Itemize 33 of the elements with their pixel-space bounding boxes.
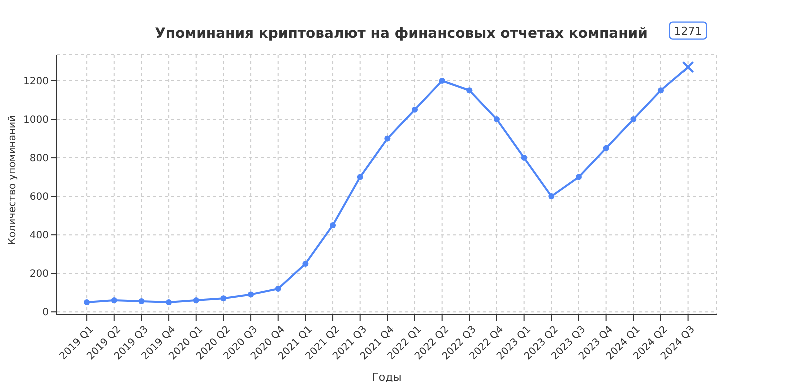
- point: [193, 298, 200, 304]
- point: [466, 88, 473, 94]
- point: [494, 116, 500, 123]
- point: [220, 296, 227, 302]
- point: [138, 298, 145, 305]
- point: [302, 260, 309, 267]
- point: [357, 174, 364, 180]
- point: [439, 78, 446, 84]
- y-tick-label: 1200: [24, 76, 49, 88]
- point: [630, 116, 637, 123]
- y-tick-label: 600: [30, 192, 49, 204]
- point: [111, 298, 118, 304]
- point: [384, 136, 391, 142]
- y-tick-label: 400: [30, 230, 49, 242]
- y-tick-label: 0: [42, 308, 49, 319]
- point: [521, 155, 528, 162]
- point: [548, 194, 555, 200]
- chart-title: Упоминания криптовалют на финансовых отчетах компаний: [155, 26, 648, 42]
- y-tick-label: 800: [30, 154, 49, 165]
- point: [658, 88, 664, 94]
- point: [330, 222, 336, 228]
- point: [603, 145, 610, 152]
- point: [166, 299, 172, 306]
- y-axis-title: Количество упоминаний: [8, 115, 19, 245]
- annotation: 1271: [674, 24, 702, 38]
- x-axis-title: Годы: [372, 371, 402, 384]
- point: [275, 286, 282, 292]
- point: [84, 299, 90, 306]
- point: [412, 106, 418, 113]
- point: [248, 292, 254, 298]
- y-tick-label: 1000: [24, 115, 49, 126]
- point: [576, 174, 582, 180]
- y-tick-label: 200: [30, 269, 49, 280]
